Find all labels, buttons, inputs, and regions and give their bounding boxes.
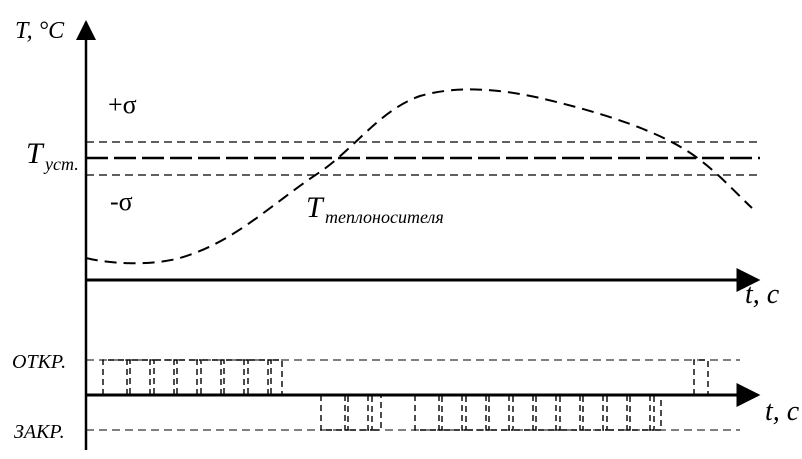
valve-closed-pulses: [320, 395, 662, 431]
coolant-label: T теплоносителя: [306, 191, 444, 227]
temp-axis-label: T, °C: [15, 18, 65, 44]
setpoint-label-subscript: уст.: [43, 154, 79, 174]
coolant-temperature-curve: [85, 88, 753, 265]
setpoint-label-main: T: [26, 137, 45, 170]
time-axis-top-label: t, c: [745, 279, 780, 310]
minus-sigma-label: -σ: [110, 187, 133, 216]
coolant-label-main: T: [306, 191, 325, 224]
time-axis-bottom-label: t, c: [765, 396, 800, 427]
coolant-label-subscript: теплоносителя: [325, 207, 444, 227]
closed-level-label: ЗАКР.: [14, 421, 65, 443]
setpoint-label: T уст.: [26, 137, 79, 174]
open-level-label: ОТКР.: [12, 351, 66, 373]
valve-open-pulses: [102, 359, 709, 395]
plus-sigma-label: +σ: [108, 90, 137, 119]
